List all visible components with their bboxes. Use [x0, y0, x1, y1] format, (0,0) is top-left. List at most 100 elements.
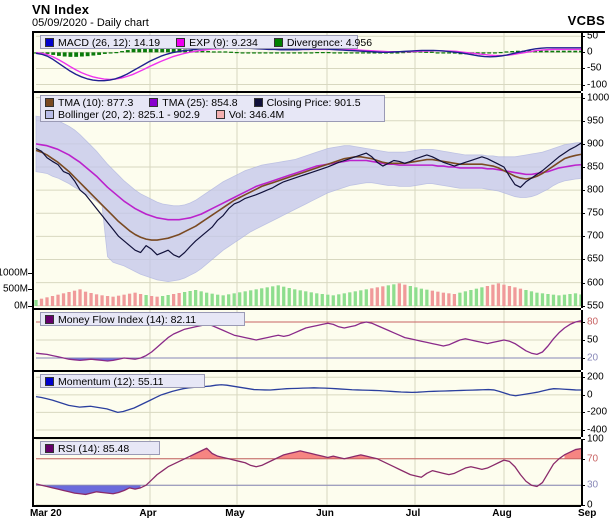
volume-axis-tick-mark: [28, 306, 32, 307]
rsi-legend: RSI (14): 85.48: [40, 441, 160, 455]
momentum-y-axis: 200 0 -200 -400: [581, 372, 613, 437]
axis-tick-label: 20: [587, 352, 599, 364]
axis-tick-mark: [581, 377, 585, 379]
volume-axis-tick-mark: [28, 289, 32, 291]
axis-tick-label: 750: [587, 207, 604, 219]
x-axis-tick-label: Aug: [492, 508, 512, 519]
axis-tick-mark: [581, 97, 585, 99]
legend-row: RSI (14): 85.48: [45, 443, 154, 455]
legend-label: TMA (10): 877.3: [58, 97, 134, 109]
axis-tick-mark: [581, 394, 585, 396]
mfi-y-axis: 80 50 20: [581, 310, 613, 370]
volume-axis-tick-label: 500M: [2, 283, 28, 295]
legend-row: TMA (10): 877.3 TMA (25): 854.8 Closing Pr…: [45, 97, 379, 109]
legend-swatch-icon: [149, 98, 159, 107]
chart-subtitle: 05/09/2020 - Daily chart: [32, 17, 149, 29]
legend-swatch-icon: [45, 110, 54, 119]
legend-swatch-icon: [45, 377, 54, 386]
legend-label: RSI (14): 85.48: [58, 443, 130, 455]
legend-item: RSI (14): 85.48: [45, 443, 129, 455]
axis-tick-label: 650: [587, 253, 604, 265]
page-title: VN Index: [32, 2, 90, 17]
legend-swatch-icon: [45, 444, 54, 453]
axis-tick-label: -400: [587, 424, 608, 436]
legend-row: Bollinger (20, 2): 825.1 - 902.9 Vol: 346…: [45, 109, 379, 121]
brand-label: VCBS: [567, 13, 605, 28]
axis-tick-label: 700: [587, 230, 604, 242]
legend-swatch-icon: [45, 315, 54, 324]
axis-tick-mark: [581, 358, 585, 359]
legend-swatch-icon: [176, 38, 186, 47]
axis-tick-mark: [581, 429, 585, 431]
legend-label: EXP (9): 9.234: [189, 37, 258, 49]
axis-tick-label: 850: [587, 161, 604, 173]
axis-tick-mark: [581, 84, 585, 86]
mfi-panel: [32, 310, 581, 370]
axis-tick-mark: [581, 236, 585, 238]
axis-tick-mark: [581, 259, 585, 261]
panel-separator-mfi: [32, 370, 581, 372]
volume-axis-tick-label: 0M: [14, 300, 28, 312]
axis-tick-label: 1000: [587, 92, 610, 104]
axis-tick-label: -50: [587, 62, 602, 74]
axis-tick-mark: [581, 166, 585, 168]
axis-tick-label: 50: [587, 30, 599, 42]
volume-y-axis: 1000M 500M 0M: [0, 93, 32, 312]
axis-tick-mark: [581, 485, 585, 487]
x-axis-tick-label: May: [225, 508, 245, 519]
legend-swatch-icon: [253, 98, 263, 107]
legend-row: Money Flow Index (14): 82.11: [45, 314, 239, 326]
price-panel: [32, 93, 581, 308]
mfi-axis-spine: [581, 310, 583, 370]
axis-tick-label: 800: [587, 184, 604, 196]
panel-separator-price: [32, 308, 581, 310]
mfi-legend: Money Flow Index (14): 82.11: [40, 312, 245, 326]
legend-item: TMA (10): 877.3: [45, 97, 133, 109]
axis-tick-label: 550: [587, 300, 604, 312]
axis-tick-mark: [581, 458, 585, 460]
axis-tick-mark: [581, 190, 585, 192]
legend-item: Divergence: 4.956: [273, 37, 372, 49]
legend-item: Bollinger (20, 2): 825.1 - 902.9: [45, 109, 200, 121]
legend-swatch-icon: [45, 98, 54, 107]
x-axis-tick-label: Sep: [578, 508, 597, 519]
macd-y-axis: 50 0 -50 -100: [581, 30, 613, 91]
axis-tick-label: 30: [587, 479, 599, 491]
x-axis-tick-label: Jun: [316, 508, 334, 519]
axis-tick-label: 200: [587, 371, 604, 383]
legend-swatch-icon: [45, 38, 54, 47]
axis-tick-mark: [581, 36, 585, 38]
legend-item: Vol: 346.4M: [215, 109, 285, 121]
legend-row: MACD (26, 12): 14.19 EXP (9): 9.234 Diverg…: [45, 37, 372, 49]
axis-tick-mark: [581, 120, 585, 122]
price-legend: TMA (10): 877.3 TMA (25): 854.8 Closing Pr…: [40, 95, 385, 122]
axis-tick-label: 70: [587, 453, 599, 465]
axis-tick-mark: [581, 143, 585, 145]
axis-tick-mark: [581, 505, 585, 506]
legend-label: Vol: 346.4M: [228, 109, 285, 121]
volume-axis-tick-label: 1000M: [0, 267, 28, 279]
legend-swatch-icon: [215, 110, 225, 119]
legend-item: Momentum (12): 55.11: [45, 376, 163, 388]
legend-label: TMA (25): 854.8: [162, 97, 238, 109]
legend-item: MACD (26, 12): 14.19: [45, 37, 160, 49]
rsi-axis-spine: [581, 439, 583, 505]
legend-label: Bollinger (20, 2): 825.1 - 902.9: [58, 109, 200, 121]
legend-label: MACD (26, 12): 14.19: [58, 37, 161, 49]
axis-tick-label: 900: [587, 138, 604, 150]
legend-label: Closing Price: 901.5: [266, 97, 361, 109]
panel-separator-momentum: [32, 437, 581, 439]
legend-item: Money Flow Index (14): 82.11: [45, 314, 196, 326]
x-axis-tick-label: Apr: [139, 508, 157, 519]
legend-item: EXP (9): 9.234: [176, 37, 258, 49]
axis-tick-label: 950: [587, 115, 604, 127]
legend-row: Momentum (12): 55.11: [45, 376, 199, 388]
axis-tick-mark: [581, 213, 585, 215]
macd-axis-spine: [581, 33, 583, 91]
axis-tick-mark: [581, 52, 585, 54]
panel-separator-macd: [32, 91, 581, 93]
axis-tick-mark: [581, 305, 585, 307]
x-axis-tick-label: Jul: [405, 508, 421, 519]
axis-tick-mark: [581, 439, 585, 440]
